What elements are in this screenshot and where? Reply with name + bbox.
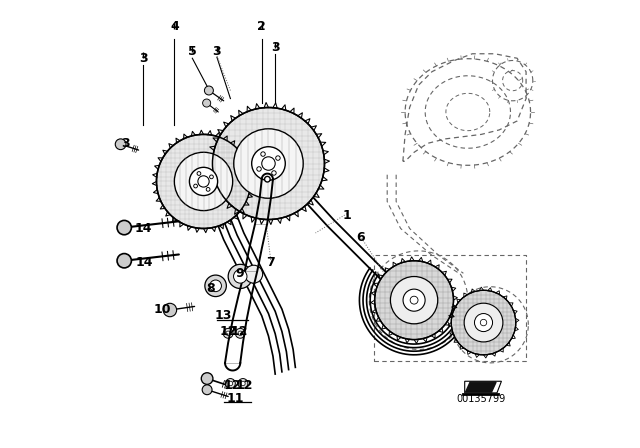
Circle shape — [163, 303, 177, 317]
Text: 5: 5 — [188, 45, 196, 58]
Circle shape — [206, 188, 210, 191]
Circle shape — [236, 328, 245, 338]
Circle shape — [474, 314, 493, 332]
Circle shape — [189, 167, 218, 196]
Circle shape — [212, 108, 324, 220]
Circle shape — [226, 331, 230, 336]
Text: 12: 12 — [235, 379, 253, 392]
Text: 12: 12 — [224, 379, 241, 392]
Circle shape — [234, 129, 303, 198]
Text: 3: 3 — [139, 52, 147, 65]
Circle shape — [264, 177, 270, 182]
Circle shape — [257, 167, 261, 171]
Circle shape — [464, 303, 503, 342]
Text: 4: 4 — [170, 20, 179, 34]
Circle shape — [223, 328, 233, 338]
Text: 3: 3 — [121, 137, 129, 150]
Circle shape — [157, 134, 251, 228]
Circle shape — [252, 147, 285, 180]
Circle shape — [480, 319, 487, 326]
Circle shape — [205, 275, 227, 297]
Text: 6: 6 — [356, 231, 365, 244]
Text: 2: 2 — [257, 20, 266, 34]
Circle shape — [374, 261, 454, 340]
Text: 12: 12 — [220, 325, 237, 338]
Circle shape — [234, 270, 247, 283]
Text: 8: 8 — [206, 282, 214, 296]
Circle shape — [403, 289, 425, 311]
Circle shape — [202, 385, 212, 395]
Polygon shape — [466, 382, 496, 392]
Circle shape — [244, 265, 262, 283]
Text: 3: 3 — [271, 40, 280, 54]
Circle shape — [197, 172, 201, 175]
Circle shape — [228, 264, 252, 289]
Circle shape — [262, 157, 275, 170]
Circle shape — [228, 381, 233, 386]
Circle shape — [410, 296, 418, 304]
Circle shape — [115, 139, 126, 150]
Text: 13: 13 — [215, 309, 232, 323]
Circle shape — [260, 152, 265, 156]
Circle shape — [198, 176, 209, 187]
Text: 12: 12 — [230, 325, 248, 338]
Circle shape — [238, 331, 243, 336]
Circle shape — [390, 276, 438, 324]
Circle shape — [117, 254, 131, 268]
Circle shape — [238, 379, 248, 388]
Circle shape — [241, 381, 245, 386]
Circle shape — [276, 156, 280, 160]
Text: 10: 10 — [154, 302, 171, 316]
Circle shape — [451, 290, 516, 355]
Text: 14: 14 — [134, 222, 152, 235]
Text: 7: 7 — [266, 255, 275, 269]
Circle shape — [225, 379, 236, 388]
Circle shape — [194, 184, 198, 188]
Circle shape — [209, 175, 213, 179]
Circle shape — [201, 373, 213, 384]
Text: 00135799: 00135799 — [457, 394, 506, 404]
Text: 1: 1 — [342, 208, 351, 222]
Circle shape — [174, 152, 233, 211]
Text: 11: 11 — [226, 392, 244, 405]
Circle shape — [272, 171, 276, 175]
Circle shape — [204, 86, 213, 95]
Circle shape — [117, 220, 131, 235]
Circle shape — [210, 280, 221, 292]
Text: 3: 3 — [212, 45, 221, 58]
Text: 9: 9 — [235, 267, 244, 280]
Text: 14: 14 — [136, 255, 153, 269]
Circle shape — [203, 99, 211, 107]
